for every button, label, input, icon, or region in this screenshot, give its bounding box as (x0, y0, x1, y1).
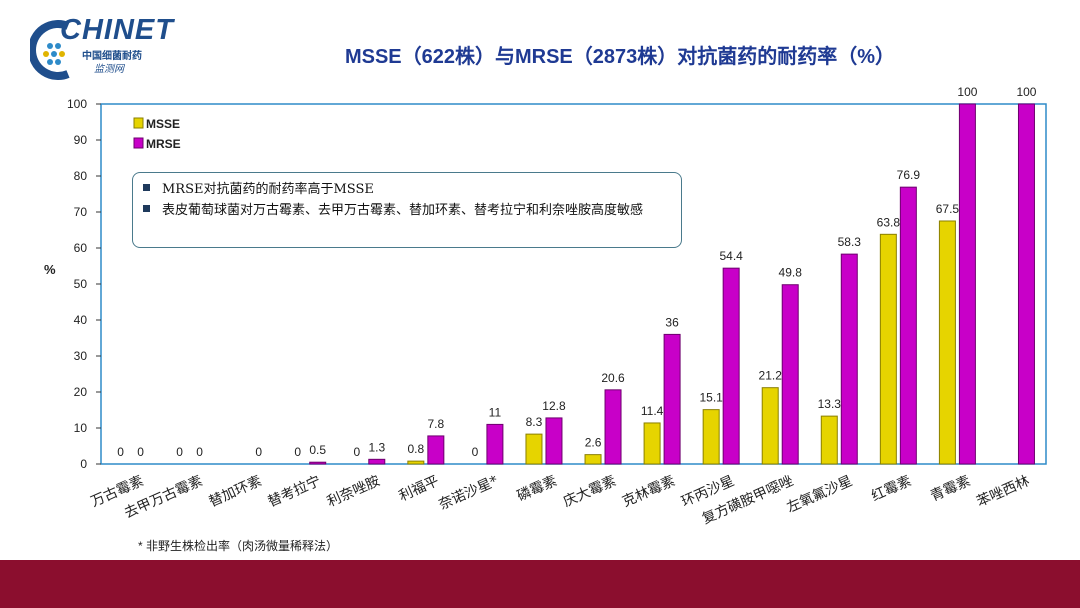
logo-line2: 监测网 (94, 64, 124, 75)
bullet-icon (143, 184, 150, 191)
category-label: 克林霉素 (620, 473, 678, 510)
note-text: MRSE对抗菌药的耐药率高于MSSE (162, 182, 374, 197)
msse-value-label: 0 (294, 445, 301, 459)
mrse-value-label: 49.8 (779, 266, 803, 280)
msse-bar (938, 220, 956, 465)
logo-brand: CHINET (60, 14, 174, 46)
mrse-bar (958, 103, 976, 465)
logo-line1: 中国细菌耐药 (82, 51, 142, 62)
msse-bar (584, 454, 602, 465)
y-tick-label: 50 (74, 277, 88, 291)
note-text: 表皮葡萄球菌对万古霉素、去甲万古霉素、替加环素、替考拉宁和利奈唑胺高度敏感 (162, 203, 644, 218)
msse-bar (407, 460, 425, 465)
y-tick-label: 0 (80, 457, 87, 471)
mrse-bar (309, 461, 327, 465)
category-label: 替加环素 (207, 473, 265, 510)
legend-swatch-mrse (133, 137, 144, 149)
mrse-bar (781, 284, 799, 465)
y-tick-label: 40 (74, 313, 88, 327)
msse-value-label: 21.2 (759, 369, 783, 383)
msse-bar (525, 433, 543, 465)
mrse-value-label: 100 (957, 85, 977, 99)
mrse-bar (899, 186, 917, 465)
y-tick-label: 30 (74, 349, 88, 363)
note-box: MRSE对抗菌药的耐药率高于MSSE 表皮葡萄球菌对万古霉素、去甲万古霉素、替加… (132, 172, 682, 248)
note-item: 表皮葡萄球菌对万古霉素、去甲万古霉素、替加环素、替考拉宁和利奈唑胺高度敏感 (143, 202, 663, 219)
chart-title: MSSE（622株）与MRSE（2873株）对抗菌药的耐药率（%） (344, 46, 896, 68)
footnote: * 非野生株检出率（肉汤微量稀释法） (138, 539, 339, 553)
mrse-value-label: 1.3 (368, 440, 385, 454)
legend-label: MSSE (146, 117, 180, 131)
msse-value-label: 11.4 (641, 404, 664, 418)
y-tick-label: 10 (74, 421, 88, 435)
mrse-bar (722, 267, 740, 465)
category-label: 青霉素 (928, 473, 973, 505)
mrse-bar (604, 389, 622, 465)
msse-bar (702, 409, 720, 465)
y-tick-label: 90 (74, 133, 88, 147)
msse-value-label: 13.3 (818, 397, 842, 411)
legend-swatch-msse (133, 117, 144, 129)
mrse-bar (486, 423, 504, 465)
category-label: 替考拉宁 (265, 472, 323, 510)
mrse-bar (545, 417, 563, 465)
mrse-value-label: 54.4 (719, 249, 743, 263)
mrse-value-label: 7.8 (428, 417, 445, 431)
category-label: 左氧氟沙星 (784, 473, 854, 516)
y-tick-label: 80 (74, 169, 88, 183)
msse-value-label: 0 (117, 445, 124, 459)
msse-value-label: 15.1 (699, 391, 723, 405)
msse-bar (879, 233, 897, 465)
mrse-bar (663, 333, 681, 465)
category-label: 奈诺沙星* (436, 473, 500, 513)
mrse-value-label: 0 (196, 445, 203, 459)
msse-value-label: 63.8 (877, 215, 901, 229)
msse-value-label: 0.8 (408, 442, 425, 456)
mrse-value-label: 76.9 (897, 168, 921, 182)
mrse-bar (840, 253, 858, 465)
msse-bar (643, 422, 661, 465)
mrse-value-label: 20.6 (601, 371, 625, 385)
bullet-icon (143, 205, 150, 212)
mrse-bar (368, 458, 386, 465)
category-label: 庆大霉素 (561, 473, 619, 510)
footer-bar (0, 560, 1080, 608)
msse-bar (820, 415, 838, 465)
y-tick-label: 70 (74, 205, 88, 219)
category-label: 利福平 (397, 473, 442, 505)
mrse-value-label: 0.5 (309, 443, 326, 457)
note-item: MRSE对抗菌药的耐药率高于MSSE (143, 181, 374, 198)
msse-value-label: 2.6 (585, 436, 602, 450)
chinet-logo: CHINET 中国细菌耐药 监测网 (30, 14, 190, 80)
mrse-value-label: 0 (137, 445, 144, 459)
category-label: 红霉素 (869, 473, 914, 505)
legend-label: MRSE (146, 137, 181, 151)
mrse-value-label: 36 (665, 315, 679, 329)
msse-value-label: 67.5 (936, 202, 960, 216)
y-axis-label: % (44, 262, 56, 277)
msse-bar (761, 387, 779, 465)
category-label: 磷霉素 (515, 473, 560, 505)
y-tick-label: 100 (67, 97, 87, 111)
msse-value-label: 0 (176, 445, 183, 459)
mrse-bar (1017, 103, 1035, 465)
globe-icon (30, 20, 70, 80)
category-label: 苯唑西林 (974, 472, 1032, 510)
mrse-value-label: 58.3 (838, 235, 862, 249)
y-tick-label: 60 (74, 241, 88, 255)
msse-value-label: 0 (353, 445, 360, 459)
category-label: 利奈唑胺 (325, 473, 383, 510)
mrse-bar (427, 435, 445, 465)
mrse-value-label: 12.8 (542, 399, 566, 413)
msse-value-label: 0 (472, 445, 479, 459)
mrse-value-label: 0 (255, 445, 262, 459)
mrse-value-label: 100 (1016, 85, 1036, 99)
y-tick-label: 20 (74, 385, 88, 399)
msse-value-label: 8.3 (526, 415, 543, 429)
mrse-value-label: 11 (489, 405, 502, 419)
